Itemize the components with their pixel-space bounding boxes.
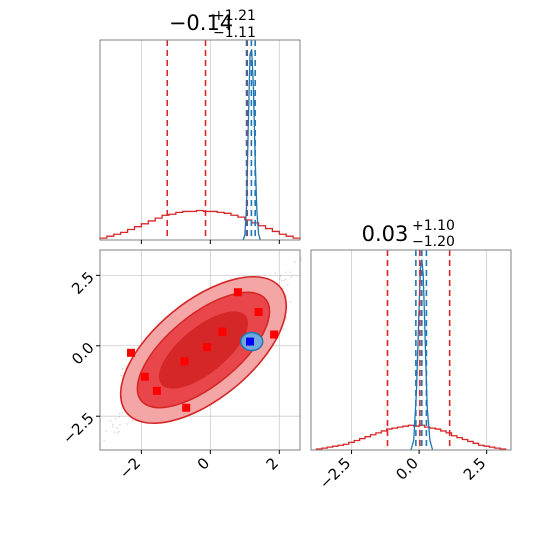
sample-point <box>116 432 118 435</box>
title-param2: 0.03 <box>362 222 409 246</box>
sample-point <box>122 368 124 371</box>
sample-point <box>121 411 124 414</box>
sample-point <box>280 279 283 282</box>
sample-point <box>283 279 285 282</box>
red-square-marker <box>127 348 136 357</box>
sample-point <box>300 259 303 261</box>
marginal-panel-param2: −2.5 0.0 2.5 <box>310 249 512 493</box>
title-param2-sup: +1.10 <box>412 218 455 234</box>
sample-point <box>131 419 134 422</box>
red-histogram <box>99 209 301 240</box>
sample-point <box>285 316 288 319</box>
joint-panel: −2 0 2 −2.5 0.0 2.5 <box>59 249 303 482</box>
red-square-marker <box>270 330 279 339</box>
sample-point <box>289 271 291 274</box>
sample-point <box>112 426 114 428</box>
sample-point <box>118 412 121 415</box>
sample-point <box>284 271 287 274</box>
sample-point <box>109 420 112 422</box>
sample-point <box>278 278 281 280</box>
marginal-panel-param1 <box>99 39 301 244</box>
sample-point <box>112 423 114 426</box>
sample-point <box>274 272 277 274</box>
red-square-marker <box>218 327 227 336</box>
y-tick-label: −2.5 <box>59 409 97 447</box>
sample-point <box>120 374 122 377</box>
red-square-marker <box>140 372 149 381</box>
x-tick-label: 0.0 <box>392 454 422 484</box>
sample-point <box>116 427 118 430</box>
sample-point <box>282 287 285 290</box>
sample-point <box>105 430 108 432</box>
blue-histogram <box>242 49 261 241</box>
x-tick-label: −2 <box>116 454 144 482</box>
x-tick-label: 2.5 <box>460 454 490 484</box>
title-param1: −0.14 <box>169 11 233 35</box>
sample-point <box>113 431 116 433</box>
sample-point <box>286 284 289 286</box>
sample-point <box>118 416 120 418</box>
y-tick-label: 2.5 <box>68 268 98 298</box>
sample-point <box>279 275 282 278</box>
sample-point <box>115 417 117 420</box>
red-square-marker <box>202 343 211 352</box>
sample-point <box>291 274 294 277</box>
red-square-marker <box>180 357 189 366</box>
red-square-marker <box>254 307 263 316</box>
red-square-marker <box>152 386 161 395</box>
sample-point <box>290 276 292 279</box>
sample-point <box>285 318 287 320</box>
blue-square-marker <box>246 337 254 346</box>
panel-frame <box>310 249 512 451</box>
red-square-marker <box>182 403 191 412</box>
x-tick-label: 0 <box>194 454 213 473</box>
title-param2-sub: −1.20 <box>412 234 455 250</box>
sample-point <box>284 278 287 280</box>
sample-point <box>294 261 297 263</box>
sample-point <box>119 423 121 426</box>
sample-point <box>103 439 106 442</box>
panel-frame <box>99 39 301 241</box>
sample-point <box>126 423 128 425</box>
y-tick-label: 0.0 <box>68 339 98 369</box>
panel-frame <box>99 249 301 451</box>
title-param1-sub: −1.11 <box>213 25 256 41</box>
sample-point <box>282 328 285 331</box>
title-param1-sup: +1.21 <box>213 8 256 24</box>
red-histogram <box>315 424 507 450</box>
x-tick-label: 2 <box>263 454 282 473</box>
sample-point <box>280 274 282 276</box>
sample-point <box>289 301 292 303</box>
x-tick-label: −2.5 <box>316 454 354 492</box>
sample-point <box>118 430 120 433</box>
red-square-marker <box>233 288 242 297</box>
